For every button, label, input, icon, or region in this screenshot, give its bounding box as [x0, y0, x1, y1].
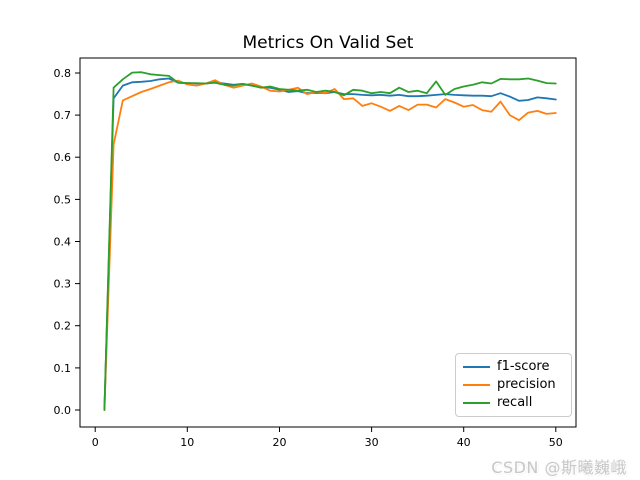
y-tick-label: 0.8 [54, 67, 72, 80]
y-tick-label: 0.3 [54, 278, 72, 291]
legend-label: f1-score [497, 359, 550, 374]
x-tick-label: 30 [365, 436, 379, 449]
chart-title: Metrics On Valid Set [243, 33, 414, 53]
legend-line-sample-icon [463, 366, 490, 368]
x-tick-label: 40 [457, 436, 471, 449]
series-lines [103, 71, 557, 411]
series-line-recall [103, 71, 557, 411]
y-tick-label: 0.5 [54, 193, 72, 206]
legend-label: recall [497, 395, 533, 410]
y-tick-label: 0.2 [54, 320, 72, 333]
legend-label: precision [497, 377, 556, 392]
legend-line-sample-icon [463, 402, 490, 404]
legend: f1-score precision recall [455, 353, 572, 417]
y-tick-label: 0.7 [54, 109, 72, 122]
x-tick-label: 20 [273, 436, 287, 449]
legend-line-sample-icon [463, 384, 490, 386]
x-tick-label: 10 [180, 436, 194, 449]
watermark-text: CSDN @斯曦巍峨 [491, 458, 627, 477]
x-tick-label: 50 [549, 436, 563, 449]
y-tick-label: 0.4 [54, 236, 72, 249]
legend-item-precision: precision [463, 376, 564, 394]
y-tick-label: 0.0 [54, 404, 72, 417]
y-tick-label: 0.6 [54, 151, 72, 164]
legend-item-f1-score: f1-score [463, 358, 564, 376]
y-tick-label: 0.1 [54, 362, 72, 375]
x-tick-label: 0 [92, 436, 99, 449]
axis-ticks: 0 10 20 30 40 50 0.0 0.1 0.2 0.3 0.4 0.5 0.6 0.7 0.8 [54, 67, 563, 449]
legend-item-recall: recall [463, 394, 564, 412]
plot-spines [79, 57, 577, 428]
